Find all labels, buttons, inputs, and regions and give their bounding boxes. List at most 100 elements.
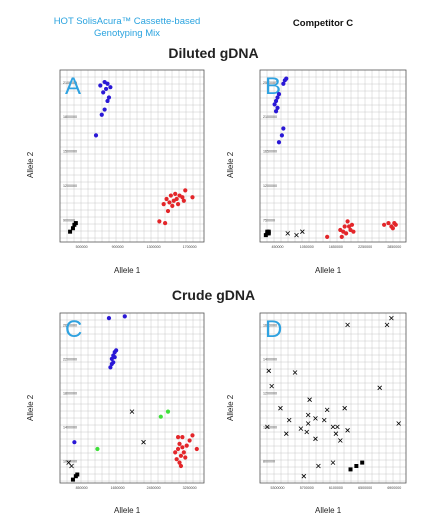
cross-point <box>129 409 135 414</box>
x-tick-label: 1650000 <box>329 245 343 249</box>
cross-point <box>141 439 146 445</box>
cross-point <box>342 405 347 411</box>
y-tick-label: 2100000 <box>63 81 77 85</box>
red-data-point <box>190 195 195 200</box>
blue-data-point <box>98 83 103 88</box>
red-data-point <box>178 463 184 469</box>
blue-data-point <box>105 81 110 86</box>
red-data-point <box>174 457 179 462</box>
scatter-plot-d: 800000 1000000 1200000 1400000 1600000 530000… <box>254 311 408 495</box>
x-tick-label: 6900000 <box>387 486 401 490</box>
y-tick-label: 1200000 <box>63 184 77 188</box>
cross-point <box>324 407 330 413</box>
y-tick-label: 2100000 <box>263 115 277 119</box>
red-data-point <box>338 227 343 233</box>
cross-point <box>69 463 74 469</box>
black-square-point <box>70 477 75 482</box>
cross-point <box>345 322 350 328</box>
plot-b-canvas: 750000 1200000 1650000 2100000 2550000 450000… <box>259 69 407 249</box>
red-data-point <box>180 445 185 450</box>
plot-b-xlabel: Allele 1 <box>315 266 342 275</box>
red-data-point <box>175 435 181 440</box>
cross-point <box>292 370 298 375</box>
cross-point <box>330 460 336 465</box>
y-tick-label: 1800000 <box>63 392 77 396</box>
x-tick-label: 2450000 <box>147 486 161 490</box>
cross-point <box>307 397 312 402</box>
black-square-point <box>70 226 75 231</box>
plot-b-ylabel: Allele 2 <box>226 151 235 178</box>
plot-d-ylabel: Allele 2 <box>226 394 235 421</box>
cross-point <box>338 438 343 443</box>
black-square-point <box>348 467 353 472</box>
cross-point <box>384 322 390 328</box>
black-square-point <box>354 464 359 468</box>
y-tick-label: 1000000 <box>263 426 277 430</box>
cross-point <box>345 428 350 433</box>
x-tick-label: 2850000 <box>387 245 401 249</box>
panel-letter: D <box>265 316 282 343</box>
blue-data-point <box>108 365 113 370</box>
y-tick-label: 750000 <box>263 218 275 222</box>
red-data-point <box>164 196 169 202</box>
red-data-point <box>184 443 189 448</box>
plot-a-xlabel: Allele 1 <box>114 266 141 275</box>
blue-data-point <box>284 76 289 81</box>
red-data-point <box>175 446 181 452</box>
blue-data-point <box>273 109 279 114</box>
blue-data-point <box>275 105 280 110</box>
red-data-point <box>382 222 387 227</box>
plot-c-canvas: 1000000140000018000002200000260000085000… <box>59 312 205 490</box>
red-data-point <box>183 188 188 193</box>
x-tick-label: 1650000 <box>111 486 125 490</box>
black-square-point <box>73 221 78 226</box>
cross-point <box>285 231 291 236</box>
cross-point <box>396 421 401 426</box>
red-data-point <box>183 455 188 460</box>
cross-point <box>305 421 311 426</box>
cross-point <box>335 424 340 430</box>
red-data-point <box>181 450 186 455</box>
red-data-point <box>386 220 391 226</box>
blue-data-point <box>276 140 282 145</box>
blue-data-point <box>281 81 286 86</box>
cross-point <box>316 463 321 469</box>
cross-point <box>278 405 283 411</box>
scatter-plot-b: 750000 1200000 1650000 2100000 2550000 450000… <box>254 68 408 254</box>
blue-data-point <box>105 98 110 104</box>
x-tick-label: 6100000 <box>329 486 343 490</box>
cross-point <box>377 385 383 391</box>
cross-point <box>269 383 274 389</box>
cross-point <box>294 232 299 238</box>
blue-data-point <box>279 133 284 138</box>
cross-point <box>305 412 311 418</box>
red-data-point <box>345 219 350 224</box>
plot-c-xlabel: Allele 1 <box>114 506 141 515</box>
blue-data-point <box>101 90 106 95</box>
x-tick-label: 900000 <box>112 245 124 249</box>
red-data-point <box>180 195 185 200</box>
panel-letter: A <box>65 73 81 100</box>
y-tick-label: 2550000 <box>263 81 277 85</box>
blue-data-point <box>122 314 127 319</box>
y-tick-label: 2600000 <box>63 324 77 328</box>
cross-point <box>298 426 304 431</box>
y-tick-label: 1200000 <box>263 184 277 188</box>
red-data-point <box>157 219 162 224</box>
plot-frame <box>260 313 406 483</box>
cross-point <box>389 315 394 321</box>
red-data-point <box>190 433 195 438</box>
grid-lines <box>60 313 204 483</box>
x-tick-label: 5300000 <box>271 486 285 490</box>
cross-point <box>300 229 305 234</box>
red-data-point <box>168 193 173 198</box>
blue-data-point <box>114 348 119 353</box>
plot-d-canvas: 800000 1000000 1200000 1400000 1600000 530000… <box>259 312 407 490</box>
y-tick-label: 2200000 <box>63 358 77 362</box>
x-tick-label: 1050000 <box>300 245 314 249</box>
blue-data-point <box>276 91 282 97</box>
column-header-solisacura: HOT SolisAcura™ Cassette-based Genotypin… <box>53 16 201 39</box>
x-tick-label: 1300000 <box>147 245 161 249</box>
red-data-point <box>163 220 168 226</box>
y-tick-label: 1400000 <box>263 358 277 362</box>
